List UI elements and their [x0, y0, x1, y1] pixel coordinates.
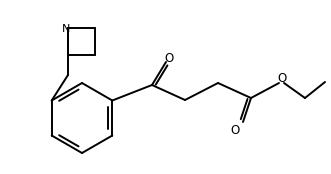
Text: O: O [277, 72, 287, 85]
Text: N: N [62, 24, 70, 34]
Text: O: O [165, 52, 174, 65]
Text: O: O [230, 124, 240, 136]
